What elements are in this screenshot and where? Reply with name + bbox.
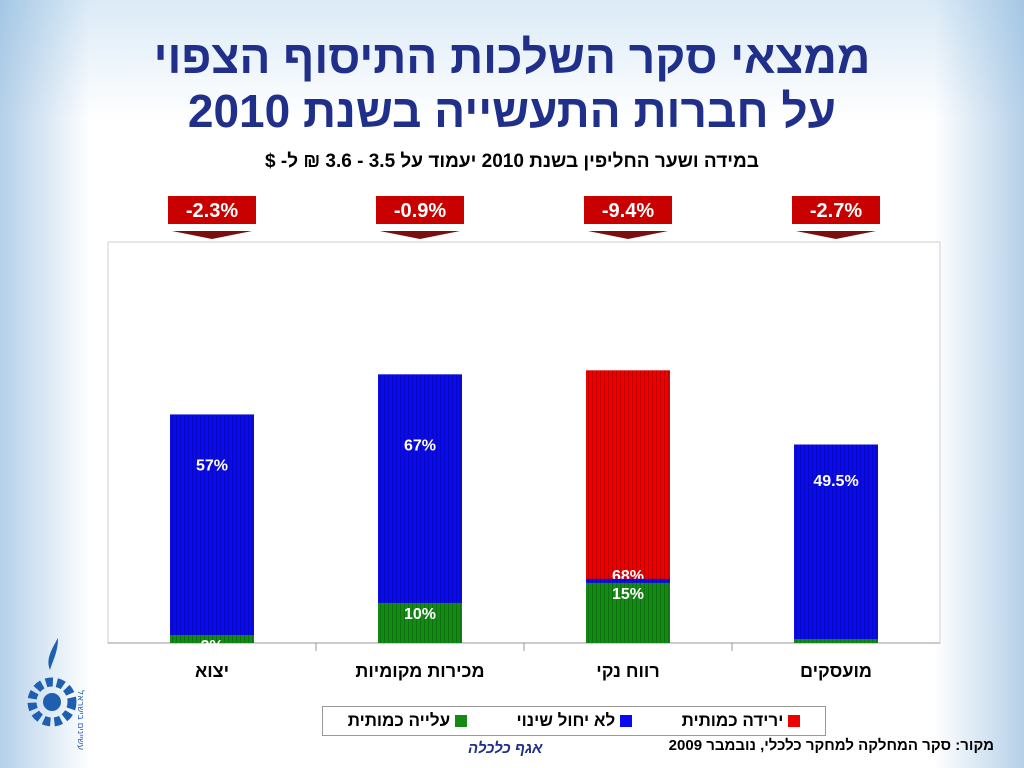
chart-legend: ירידה כמותית לא יחול שינוי עלייה כמותית bbox=[322, 706, 826, 736]
page-title: ממצאי סקר השלכות התיסוף הצפוי על חברות ה… bbox=[0, 30, 1024, 138]
x-tick-label: מועסקים bbox=[800, 661, 872, 681]
legend-swatch-increase bbox=[455, 715, 468, 727]
change-badge bbox=[790, 194, 882, 226]
legend-swatch-decrease bbox=[788, 715, 801, 727]
title-line-2: על חברות התעשייה בשנת 2010 bbox=[187, 85, 837, 137]
logo-icon: התאחדות התעשיינים בישראל bbox=[27, 638, 85, 750]
data-label: 49.5% bbox=[813, 473, 858, 490]
legend-label-decrease: ירידה כמותית bbox=[681, 711, 784, 730]
department-label: אגף כלכלה bbox=[468, 740, 543, 757]
change-badge-label: -9.4% bbox=[602, 200, 654, 222]
down-arrow-icon bbox=[796, 231, 876, 239]
change-badge bbox=[374, 194, 466, 226]
x-tick-label: רווח נקי bbox=[596, 661, 659, 681]
legend-item-decrease: ירידה כמותית bbox=[682, 711, 801, 731]
change-badge bbox=[166, 194, 258, 226]
legend-label-no-change: לא יחול שינוי bbox=[516, 711, 616, 730]
data-label: 1% bbox=[824, 642, 847, 659]
logo-text: התאחדות התעשיינים בישראל bbox=[75, 690, 85, 750]
x-tick-label: מכירות מקומיות bbox=[355, 661, 484, 681]
bar-segment-texture bbox=[586, 582, 670, 643]
bar-segment-texture bbox=[170, 414, 254, 643]
data-label: 57% bbox=[196, 458, 228, 475]
change-badge-label: -2.3% bbox=[186, 200, 238, 222]
down-arrow-icon bbox=[588, 231, 668, 239]
legend-item-no-change: לא יחול שינוי bbox=[517, 711, 633, 731]
x-tick-label: יצוא bbox=[195, 661, 229, 681]
down-arrow-icon bbox=[172, 231, 252, 239]
bar-segment-texture bbox=[378, 602, 462, 643]
bar-segment-texture bbox=[378, 374, 462, 643]
data-label: 10% bbox=[404, 606, 436, 623]
change-badge-label: -2.7% bbox=[810, 200, 862, 222]
chart-subtitle: במידה ושער החליפין בשנת 2010 יעמוד על 3.… bbox=[265, 151, 759, 172]
change-badge-label: -0.9% bbox=[394, 200, 446, 222]
legend-label-increase: עלייה כמותית bbox=[347, 711, 451, 730]
title-line-1: ממצאי סקר השלכות התיסוף הצפוי bbox=[153, 31, 871, 83]
down-arrow-icon bbox=[380, 231, 460, 239]
source-note: מקור: סקר המחלקה למחקר כלכלי, נובמבר 200… bbox=[668, 737, 994, 754]
data-label: 67% bbox=[404, 438, 436, 455]
bar-segment-texture bbox=[170, 634, 254, 643]
change-badge bbox=[582, 194, 674, 226]
data-label: 2% bbox=[200, 638, 223, 655]
legend-swatch-no-change bbox=[620, 715, 633, 727]
legend-item-increase: עלייה כמותית bbox=[347, 711, 468, 731]
bar-segment-texture bbox=[794, 444, 878, 643]
bar-segment-texture bbox=[794, 638, 878, 643]
data-label: 15% bbox=[612, 586, 644, 603]
